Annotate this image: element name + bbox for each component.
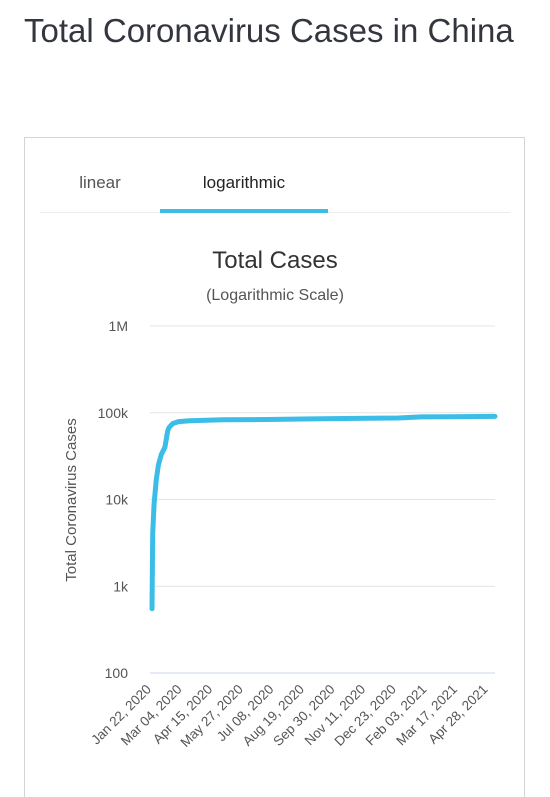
y-tick-label: 100: [105, 665, 129, 681]
chart-subtitle: (Logarithmic Scale): [206, 287, 344, 304]
page-title: Total Coronavirus Cases in China: [24, 12, 514, 49]
y-tick-label: 1k: [113, 578, 129, 594]
scale-tabs: linear logarithmic: [40, 160, 510, 213]
tab-logarithmic[interactable]: logarithmic: [202, 173, 286, 192]
series-line: [149, 413, 498, 612]
active-tab-indicator: [160, 209, 328, 213]
tab-linear[interactable]: linear: [79, 173, 121, 192]
y-tick-label: 10k: [105, 492, 129, 508]
y-tick-label: 1M: [109, 318, 128, 334]
y-tick-label: 100k: [98, 405, 129, 421]
chart-title: Total Cases: [212, 247, 338, 274]
chart-card: [24, 137, 525, 797]
y-axis-label: Total Coronavirus Cases: [63, 418, 80, 581]
